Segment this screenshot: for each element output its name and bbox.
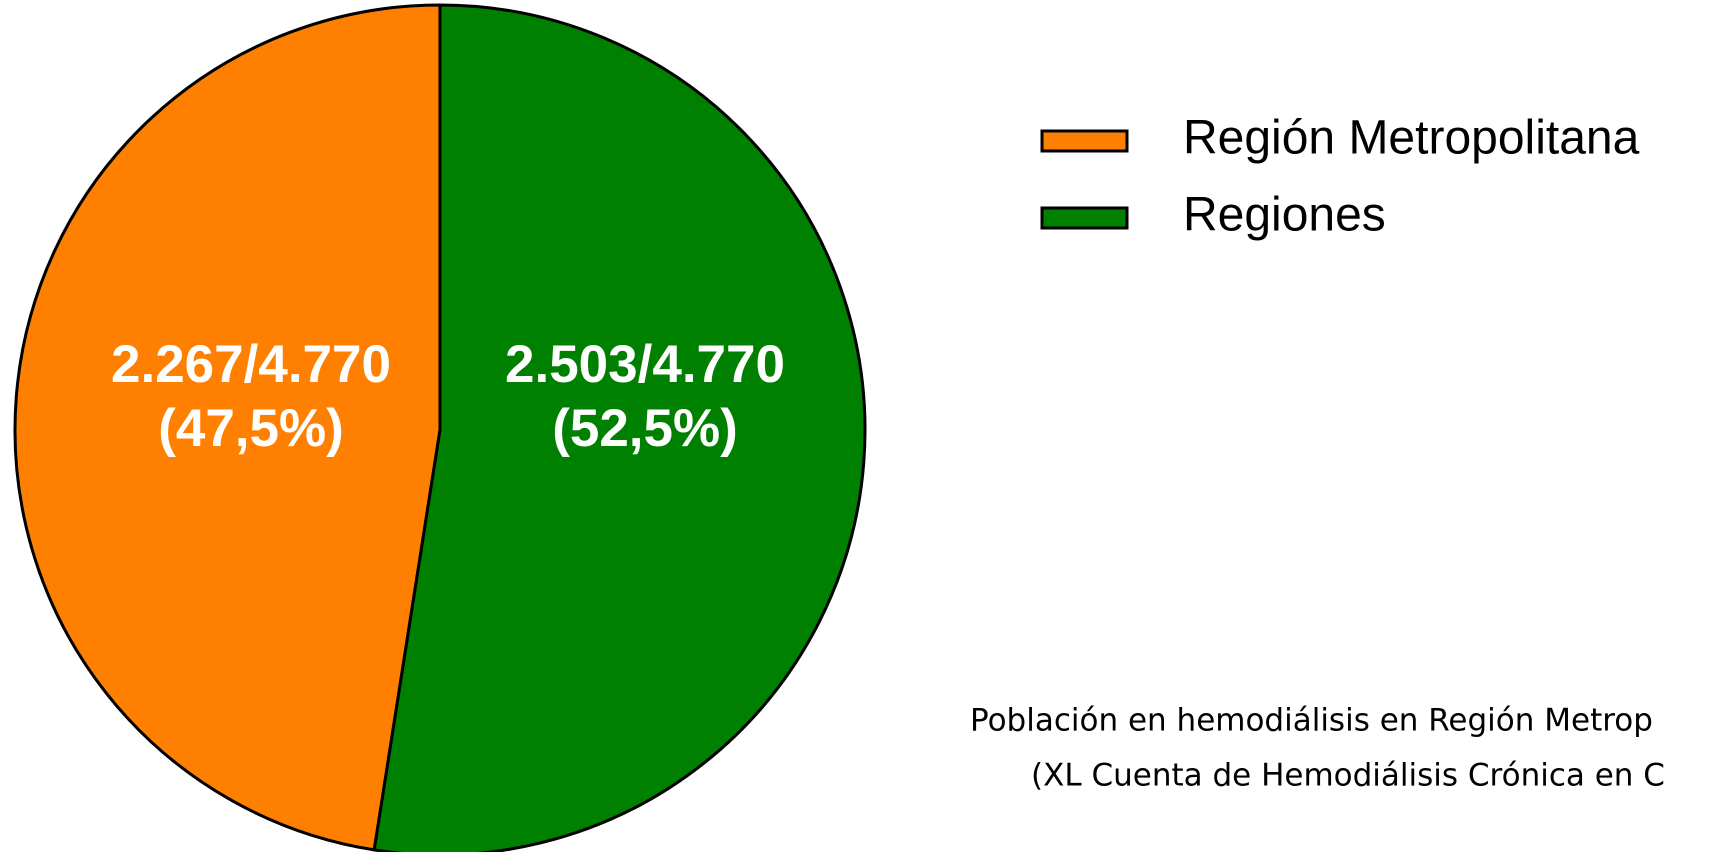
data-label: (52,5%)	[552, 399, 738, 458]
pie-slice	[13, 3, 442, 852]
caption: Población en hemodiálisis en Región Metr…	[970, 703, 1653, 739]
pie-slice	[372, 3, 867, 852]
data-label: (47,5%)	[158, 399, 344, 458]
legend-label: Regiones	[1183, 189, 1386, 242]
legend-swatch	[1040, 129, 1129, 153]
data-label: 2.267/4.770	[111, 335, 391, 394]
legend-swatch	[1040, 206, 1129, 230]
data-label: 2.503/4.770	[505, 335, 785, 394]
caption: (XL Cuenta de Hemodiálisis Crónica en C	[1031, 758, 1665, 794]
legend-label: Región Metropolitana	[1183, 112, 1640, 165]
